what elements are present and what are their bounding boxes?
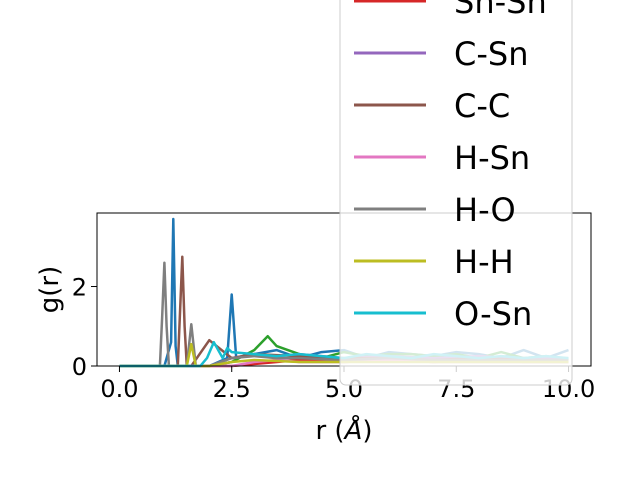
x-axis-label: r (Å) bbox=[315, 414, 372, 446]
y-axis-label: g(r) bbox=[35, 266, 65, 313]
legend-label-h-sn: H-Sn bbox=[454, 139, 530, 177]
legend-label-c-c: C-C bbox=[454, 87, 510, 125]
legend-label-h-o: H-O bbox=[454, 191, 516, 229]
legend-label-c-sn: C-Sn bbox=[454, 35, 528, 73]
legend: Sn-Sn C-Sn C-C H-Sn H-O H-H O-Sn bbox=[339, 0, 573, 386]
legend-label-h-h: H-H bbox=[454, 243, 514, 281]
y-tick-label: 2 bbox=[72, 274, 87, 302]
x-axis-label-text: r ( bbox=[315, 416, 344, 446]
legend-frame bbox=[339, 0, 573, 386]
legend-label-sn-sn: Sn-Sn bbox=[454, 0, 547, 21]
x-axis-label-unit: Å bbox=[343, 414, 363, 446]
legend-label-o-sn: O-Sn bbox=[454, 295, 532, 333]
y-tick-label: 0 bbox=[72, 353, 87, 381]
x-tick-label: 2.5 bbox=[213, 375, 251, 403]
x-axis-label-close: ) bbox=[362, 416, 372, 446]
x-tick-label: 0.0 bbox=[100, 375, 138, 403]
